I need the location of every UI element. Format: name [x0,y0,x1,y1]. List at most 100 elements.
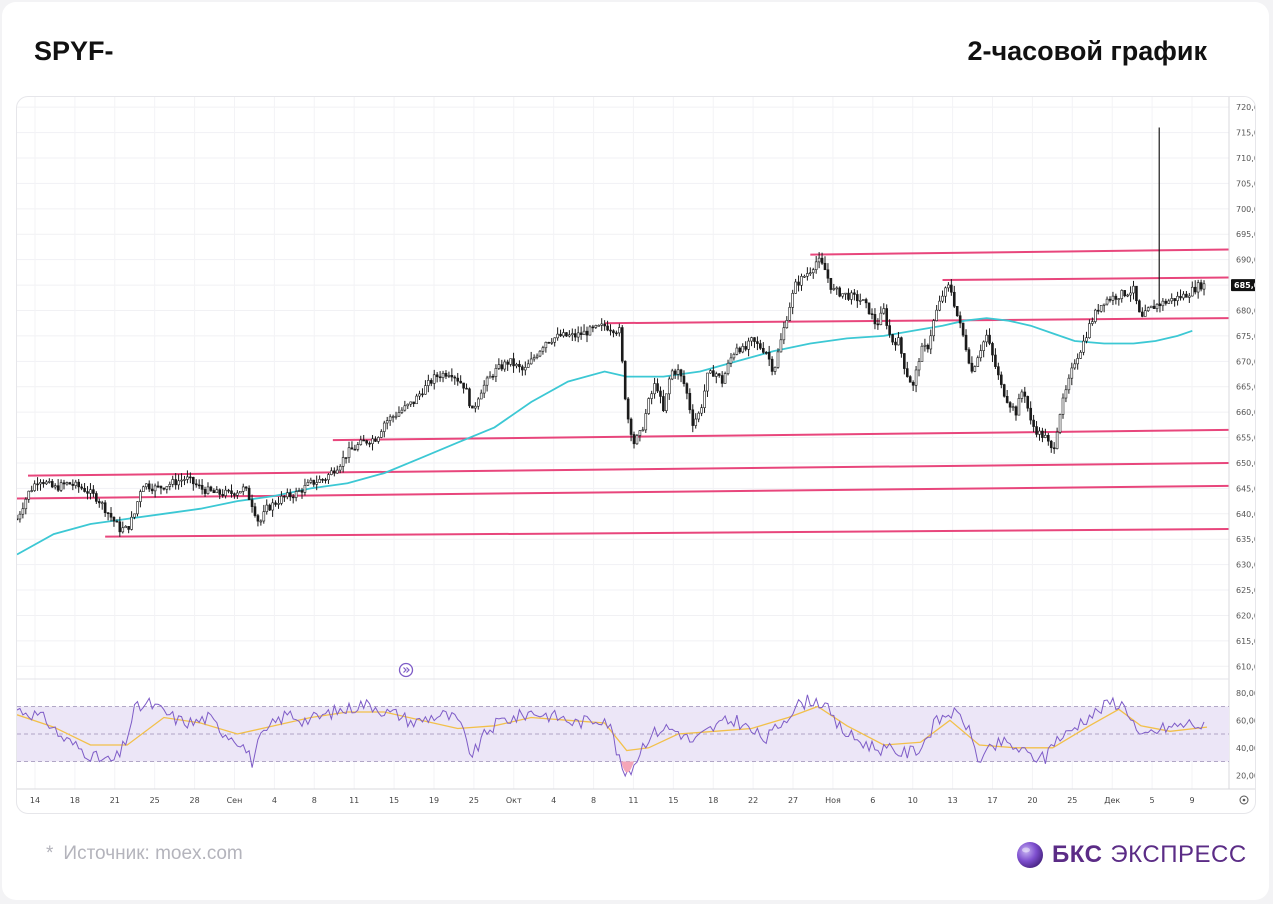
level-line[interactable] [17,484,1230,500]
price-tick-label: 690,0 [1236,256,1255,265]
candle-body [697,412,700,420]
candle-body [773,367,777,372]
candle-body [723,373,727,384]
rsi-line[interactable] [17,694,1205,778]
price-and-rsi-chart[interactable]: 610,0 615,0 620,0 625,0 630,0 635,0 640,0 645,0… [17,97,1255,813]
gear-icon-center [1242,798,1246,802]
candle-body [568,334,571,337]
candle-body [197,484,201,487]
candle-body [782,327,786,341]
candle-body [597,325,601,327]
candle-body [482,384,486,394]
level-line[interactable] [604,317,1230,325]
candle-body [142,486,145,492]
candle-body [488,375,492,379]
candle-body [112,516,116,522]
candle-body [230,490,233,494]
candle-body [159,485,163,489]
candle-body [947,284,950,289]
candle-body [397,412,401,417]
candle-body [767,352,771,360]
candle-body [421,393,424,396]
candle-body [726,362,730,374]
support-resistance-levels [17,248,1230,538]
price-tick-label: 655,0 [1236,434,1255,443]
candle-body [388,416,392,421]
candle-body [1176,295,1179,302]
candle-body [1190,286,1194,297]
level-line[interactable] [942,276,1230,281]
time-tick-label: 22 [748,796,758,805]
candle-body [359,439,363,445]
candle-body [944,287,947,297]
candle-body [233,493,236,496]
candle-body [618,327,621,334]
candle-body [929,335,933,350]
candle-body [400,409,404,413]
candle-body [1014,406,1018,416]
chart-panel[interactable]: 610,0 615,0 620,0 625,0 630,0 635,0 640,0 645,0… [16,96,1256,814]
time-tick-label: 17 [987,796,997,805]
candle-body [1029,407,1032,421]
candle-body [764,352,768,354]
candle-body [985,334,988,343]
candle-body [635,435,639,445]
candle-body [18,513,22,520]
time-tick-label: 11 [349,796,359,805]
candle-body [1082,340,1085,353]
candle-body [847,292,850,300]
candle-body [750,337,753,342]
time-tick-label: 19 [429,796,439,805]
candle-body [926,344,930,350]
candle-body [1132,285,1135,294]
candle-body [1141,311,1144,317]
candle-body [53,485,57,488]
candle-body [1143,310,1147,317]
candle-body [650,393,653,399]
candle-body [1017,398,1021,416]
brand-tagline: ЭКСПРЕСС [1110,841,1247,868]
candle-body [1011,406,1015,409]
brand-logo: БКС ЭКСПРЕСС [1016,838,1247,872]
candle-body [999,374,1003,385]
grid [17,97,1229,789]
time-tick-label: 18 [70,796,80,805]
candle-body [1179,295,1182,299]
candle-body [429,380,433,384]
candle-body [550,341,554,344]
candle-body [535,355,539,358]
candle-body [150,488,154,492]
candle-body [412,401,415,405]
candle-body [1199,282,1203,290]
candle-body [500,364,504,370]
candle-body [694,418,698,426]
gear-icon-ring [1239,795,1249,805]
candle-body [465,387,468,390]
candle-body [867,302,871,315]
candle-body [256,515,260,522]
candle-body [885,308,889,326]
candle-body [1146,307,1150,312]
candle-body [438,376,442,379]
level-line[interactable] [332,428,1230,442]
rsi-tick-label: 20,00 [1236,771,1255,780]
candle-body [626,398,630,420]
candle-body [1023,391,1027,397]
candle-body [309,479,313,483]
current-price-badge [1231,279,1255,292]
candle-body [829,277,833,290]
gear-icon[interactable] [1239,795,1249,805]
candle-body [770,358,774,372]
candle-body [609,329,612,332]
rsi-tick-label: 40,00 [1236,744,1255,753]
candle-body [121,527,125,533]
scroll-forward-icon[interactable] [398,662,414,678]
level-line[interactable] [105,528,1230,538]
candle-body [814,261,818,270]
candle-body [403,405,407,411]
time-tick-label: 6 [870,796,875,805]
candle-body [1041,430,1044,438]
level-line[interactable] [28,461,1230,477]
price-tick-label: 640,0 [1236,510,1255,519]
candle-body [964,334,968,350]
